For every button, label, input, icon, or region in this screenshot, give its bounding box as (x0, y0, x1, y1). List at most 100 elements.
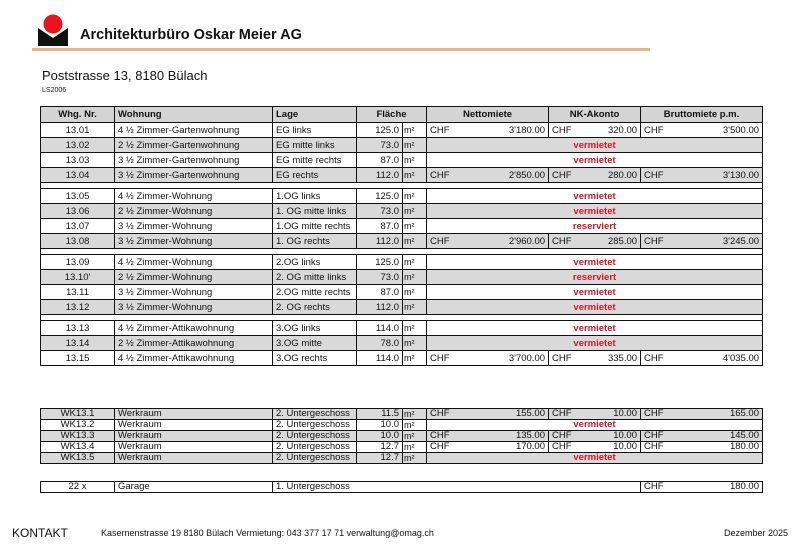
nk-currency: CHF (548, 350, 587, 366)
unit-number: WK13.1 (40, 408, 115, 420)
area-unit: m² (401, 218, 428, 234)
netto-value: 155.00 (464, 408, 549, 420)
brutto-value: 3'500.00 (678, 122, 764, 138)
unit-number: 13.14 (40, 335, 115, 351)
unit-location: EG mitte rechts (272, 152, 357, 168)
nk-value: 10.00 (586, 441, 641, 453)
netto-currency: CHF (426, 430, 465, 442)
unit-number: WK13.4 (40, 441, 115, 453)
area-unit: m² (401, 335, 428, 351)
area-unit: m² (401, 137, 428, 153)
netto-currency: CHF (426, 167, 465, 183)
col-wohnung: Wohnung (114, 106, 273, 123)
brutto-currency: CHF (640, 167, 679, 183)
area-unit: m² (401, 320, 428, 336)
col-nr: Whg. Nr. (40, 106, 115, 123)
table-row: WK13.2 Werkraum 2. Untergeschoss 10.0 m² verm… (40, 419, 763, 431)
table-row: 13.04 3 ½ Zimmer-Gartenwohnung EG rechts 11… (40, 167, 764, 183)
unit-type: 3 ½ Zimmer-Gartenwohnung (114, 152, 273, 168)
unit-number: 13.04 (40, 167, 115, 183)
unit-location: 3.OG links (272, 320, 357, 336)
unit-location: EG links (272, 122, 357, 138)
unit-area: 112.0 (356, 233, 403, 249)
garage-currency: CHF (640, 481, 679, 493)
col-lage: Lage (272, 106, 357, 123)
unit-location: 2. Untergeschoss (272, 408, 357, 420)
area-unit: m² (401, 233, 428, 249)
unit-number: 13.12 (40, 299, 115, 315)
footer-date: Dezember 2025 (723, 528, 788, 538)
table-row: 13.06 2 ½ Zimmer-Wohnung 1. OG mitte links… (40, 203, 764, 219)
table-row: 13.01 4 ½ Zimmer-Gartenwohnung EG links 125… (40, 122, 764, 138)
table-row: 13.15 4 ½ Zimmer-Attikawohnung 3.OG rechts… (40, 350, 764, 366)
brutto-currency: CHF (640, 233, 679, 249)
unit-location: 1. OG mitte links (272, 203, 357, 219)
unit-type: 4 ½ Zimmer-Wohnung (114, 254, 273, 270)
unit-number: 13.09 (40, 254, 115, 270)
unit-number: 13.13 (40, 320, 115, 336)
unit-type: Werkraum (114, 452, 273, 464)
unit-type: Werkraum (114, 419, 273, 431)
garage-count: 22 x (40, 481, 115, 493)
nk-value: 335.00 (586, 350, 642, 366)
netto-currency: CHF (426, 350, 465, 366)
unit-area: 12.7 (356, 441, 403, 453)
status-label: reserviert (426, 269, 764, 285)
unit-location: 2. OG rechts (272, 299, 357, 315)
brutto-value: 145.00 (678, 430, 763, 442)
werkraum-table: WK13.1 Werkraum 2. Untergeschoss 11.5 m² CHF 1… (40, 408, 763, 464)
unit-number: WK13.2 (40, 419, 115, 431)
table-row: 13.09 4 ½ Zimmer-Wohnung 2.OG links 125.0 m²… (40, 254, 764, 270)
unit-type: 2 ½ Zimmer-Wohnung (114, 203, 273, 219)
brutto-currency: CHF (640, 350, 679, 366)
area-unit: m² (401, 269, 428, 285)
brutto-value: 165.00 (678, 408, 763, 420)
status-label: vermietet (426, 152, 764, 168)
table-row: 13.02 2 ½ Zimmer-Gartenwohnung EG mitte li… (40, 137, 764, 153)
table-row: WK13.4 Werkraum 2. Untergeschoss 12.7 m² CHF 1… (40, 441, 763, 453)
nk-value: 280.00 (586, 167, 642, 183)
unit-location: 2. Untergeschoss (272, 441, 357, 453)
unit-area: 125.0 (356, 188, 403, 204)
nk-value: 10.00 (586, 408, 641, 420)
brutto-value: 180.00 (678, 441, 763, 453)
status-label: vermietet (426, 188, 764, 204)
unit-location: 2.OG mitte rechts (272, 284, 357, 300)
nk-currency: CHF (548, 122, 587, 138)
table-row: WK13.3 Werkraum 2. Untergeschoss 10.0 m² CHF 1… (40, 430, 763, 442)
area-unit: m² (402, 408, 427, 420)
area-unit: m² (401, 152, 428, 168)
unit-area: 125.0 (356, 122, 403, 138)
status-label: vermietet (426, 203, 764, 219)
apartments-table: Whg. Nr. Wohnung Lage Fläche Nettomiete … (39, 106, 764, 366)
unit-number: 13.05 (40, 188, 115, 204)
unit-number: 13.02 (40, 137, 115, 153)
area-unit: m² (401, 350, 428, 366)
footer-label: KONTAKT (12, 526, 68, 540)
nk-value: 320.00 (586, 122, 642, 138)
nk-currency: CHF (548, 408, 587, 420)
table-row: 13.12 3 ½ Zimmer-Wohnung 2. OG rechts 112.0… (40, 299, 764, 315)
netto-value: 2'960.00 (464, 233, 550, 249)
unit-type: Werkraum (114, 430, 273, 442)
area-unit: m² (401, 284, 428, 300)
unit-number: 13.08 (40, 233, 115, 249)
unit-type: Werkraum (114, 441, 273, 453)
unit-area: 125.0 (356, 254, 403, 270)
netto-currency: CHF (426, 233, 465, 249)
unit-area: 73.0 (356, 203, 403, 219)
unit-number: 13.01 (40, 122, 115, 138)
garage-row: 22 x Garage 1. Untergeschoss CHF 180.00 (40, 481, 763, 493)
area-unit: m² (401, 188, 428, 204)
table-row: WK13.5 Werkraum 2. Untergeschoss 12.7 m² verm… (40, 452, 763, 464)
netto-value: 3'700.00 (464, 350, 550, 366)
unit-type: 3 ½ Zimmer-Wohnung (114, 218, 273, 234)
status-label: vermietet (426, 419, 763, 431)
unit-type: 2 ½ Zimmer-Attikawohnung (114, 335, 273, 351)
footer-contact: Kasernenstrasse 19 8180 Bülach Vermietun… (101, 528, 434, 538)
company-name: Architekturbüro Oskar Meier AG (80, 27, 302, 43)
col-netto: Nettomiete (426, 106, 550, 123)
area-unit: m² (401, 203, 428, 219)
status-label: vermietet (426, 299, 764, 315)
company-logo (38, 14, 68, 46)
